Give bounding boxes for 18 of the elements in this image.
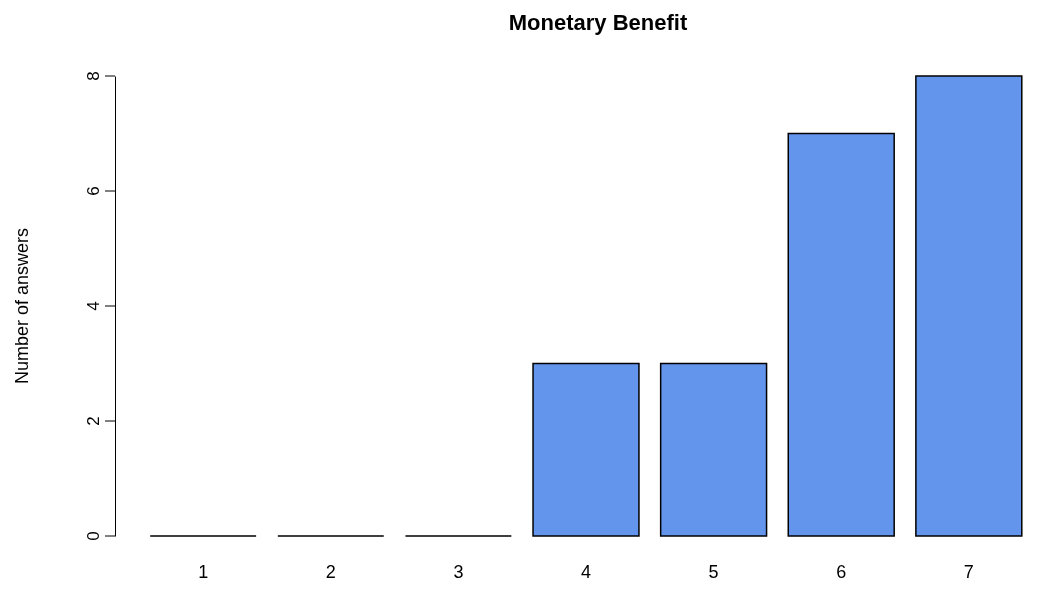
y-tick-label: 8 [83, 71, 103, 81]
bar [915, 75, 1023, 537]
y-axis-title: Number of answers [12, 227, 32, 385]
x-tick-label: 2 [325, 562, 336, 582]
x-tick-label: 6 [836, 562, 847, 582]
y-tick-label: 2 [83, 416, 103, 426]
x-tick-label: 7 [963, 562, 974, 582]
y-tick-label: 0 [83, 531, 103, 541]
x-tick-label: 5 [708, 562, 719, 582]
bar [532, 362, 640, 537]
x-tick-label: 3 [453, 562, 464, 582]
x-tick-label: 4 [580, 562, 592, 582]
y-tick-label: 6 [83, 186, 103, 196]
bar [787, 132, 895, 537]
chart-title: Monetary Benefit [508, 10, 688, 35]
x-tick-label: 1 [198, 562, 209, 582]
y-tick-label: 4 [83, 301, 103, 311]
bar [659, 362, 768, 537]
